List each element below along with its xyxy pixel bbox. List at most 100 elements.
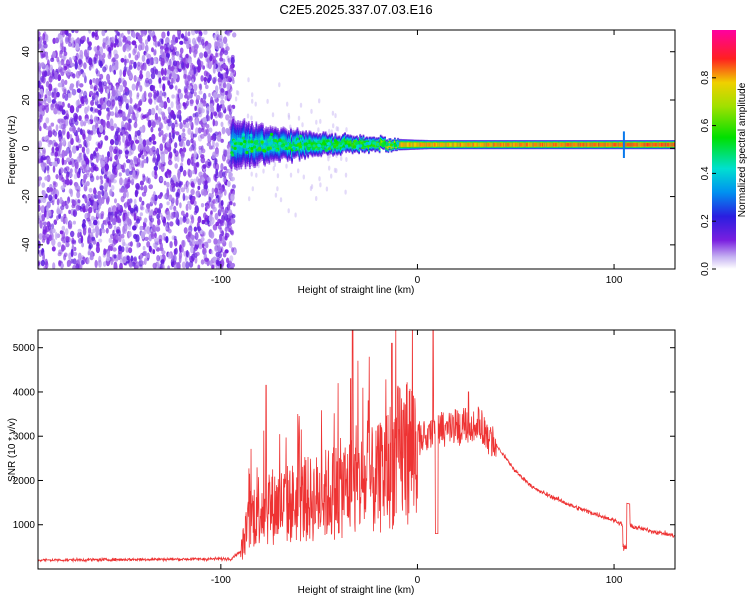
heatmap-cell [179,217,183,225]
heatmap-cell [59,196,63,205]
heatmap-cell [77,58,82,65]
heatmap-cell [166,119,171,124]
heatmap-cell [154,112,158,121]
heatmap-cell [172,174,177,182]
heatmap-cell [102,66,107,73]
heatmap-cell [153,57,158,65]
heatmap-cell [93,115,99,124]
heatmap-cell [188,159,191,166]
heatmap-cell [129,97,133,104]
heatmap-cell [125,103,129,110]
heatmap-cell [93,85,98,91]
heatmap-cell [70,117,76,125]
heatmap-cell [86,217,91,222]
heatmap-cell [192,113,197,118]
heatmap-cell [122,256,127,264]
heatmap-cell [73,112,78,120]
heatmap-cell [492,142,495,147]
heatmap-cell [201,243,205,249]
heatmap-cell [194,105,197,111]
heatmap-cell [90,215,95,221]
heatmap-cell [42,33,46,41]
heatmap-cell [73,173,78,180]
heatmap-cell [137,34,142,42]
heatmap-cell [188,147,193,152]
heatmap-cell [214,245,218,252]
heatmap-cell [347,140,350,146]
heatmap-cell [279,197,283,203]
heatmap-cell [47,96,51,103]
heatmap-cell [153,50,157,56]
heatmap-cell [144,236,149,241]
heatmap-cell [432,142,435,147]
heatmap-cell [141,54,146,63]
heatmap-cell [139,70,143,75]
heatmap-cell [170,101,174,109]
heatmap-cell [142,245,146,251]
heatmap-cell [158,207,161,216]
heatmap-cell [135,112,139,119]
heatmap-cell [99,60,103,68]
heatmap-cell [90,130,94,136]
heatmap-cell [39,88,44,95]
heatmap-cell [56,198,60,206]
heatmap-cell [46,174,51,183]
heatmap-cell [163,101,168,110]
heatmap-cell [53,87,58,93]
heatmap-cell [317,127,320,133]
heatmap-cell [220,121,224,128]
heatmap-cell [208,214,213,222]
heatmap-cell [443,142,446,147]
heatmap-cell [100,179,104,185]
heatmap-cell [199,52,204,59]
heatmap-cell [157,261,160,268]
heatmap-cell [429,142,432,147]
heatmap-cell [150,107,156,116]
heatmap-cell [152,224,157,233]
heatmap-cell [182,102,186,107]
heatmap-cell [154,237,159,244]
heatmap-cell [82,133,86,140]
heatmap-cell [103,182,108,191]
heatmap-cell [216,134,222,142]
heatmap-cell [45,117,50,124]
heatmap-cell [54,231,58,240]
heatmap-cell [116,84,119,90]
heatmap-cell [207,61,212,70]
heatmap-cell [90,166,95,173]
heatmap-cell [148,184,153,190]
heatmap-cell [188,204,192,211]
heatmap-cell [197,226,202,232]
heatmap-cell [285,163,288,169]
heatmap-cell [209,260,213,266]
heatmap-cell [479,142,482,147]
heatmap-cell [88,57,93,66]
heatmap-cell [88,187,93,193]
heatmap-cell [207,238,212,244]
heatmap-cell [69,179,73,186]
heatmap-cell [208,196,212,203]
heatmap-cell [191,37,197,45]
heatmap-cell [231,176,234,182]
heatmap-cell [143,217,148,224]
heatmap-cell [153,165,158,172]
heatmap-cell [437,142,439,147]
heatmap-cell [181,261,187,269]
heatmap-cell [175,218,180,226]
heatmap-cell [276,141,278,148]
heatmap-cell [185,57,189,65]
heatmap-cell [200,133,205,139]
heatmap-cell [484,142,487,147]
heatmap-cell [235,141,237,150]
heatmap-cell [180,210,185,216]
heatmap-cell [469,142,472,147]
heatmap-cell [151,194,156,201]
heatmap-cell [159,263,163,269]
heatmap-cell [59,51,63,58]
heatmap-cell [75,263,79,269]
heatmap-cell [425,142,427,147]
heatmap-cell [82,164,87,169]
heatmap-cell [62,92,65,99]
heatmap-cell [215,85,219,93]
heatmap-cell [77,64,82,71]
